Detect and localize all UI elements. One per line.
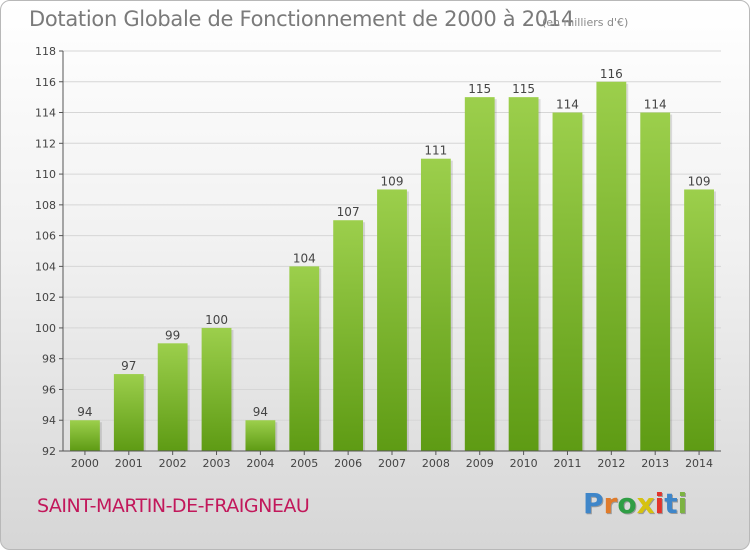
x-tick-label: 2010: [510, 457, 538, 470]
logo-letter: x: [636, 487, 655, 520]
logo-letter: i: [654, 487, 665, 520]
y-tick-label: 114: [35, 107, 56, 120]
x-tick-label: 2000: [71, 457, 99, 470]
y-tick-label: 94: [42, 414, 56, 427]
value-labels: 94 97 99 100 94 104 107 109 111 115 115 114 116 114 10…: [77, 67, 710, 419]
bar-value-label: 97: [121, 359, 136, 373]
bar: [377, 189, 407, 451]
bar: [596, 81, 627, 452]
bar: [70, 420, 100, 451]
chart-subtitle: (en milliers d'€): [542, 16, 629, 29]
y-tick-label: 102: [35, 291, 56, 304]
bar-value-label: 109: [688, 174, 711, 188]
logo-letter: P: [583, 487, 604, 520]
y-tick-label: 112: [35, 137, 56, 150]
bar-value-label: 107: [337, 205, 360, 219]
x-tick-label: 2013: [641, 457, 669, 470]
y-tick-label: 98: [42, 353, 56, 366]
x-tick-label: 2002: [159, 457, 187, 470]
y-tick-label: 118: [35, 45, 56, 58]
logo-letter: o: [617, 487, 637, 520]
bar: [157, 343, 188, 451]
bar: [684, 189, 714, 451]
bar: [508, 97, 539, 452]
x-tick-label: 2006: [334, 457, 362, 470]
x-tick-label: 2012: [597, 457, 625, 470]
bar: [333, 220, 364, 451]
x-tick-label: 2014: [685, 457, 713, 470]
bar-value-label: 114: [644, 98, 667, 112]
y-tick-label: 116: [35, 76, 56, 89]
bar: [640, 112, 671, 452]
x-tick-label: 2004: [246, 457, 274, 470]
x-tick-label: 2009: [466, 457, 494, 470]
y-tick-label: 96: [42, 383, 56, 396]
y-tick-label: 110: [35, 168, 56, 181]
bar: [289, 266, 320, 451]
logo-letter: t: [664, 487, 678, 520]
proxiti-logo[interactable]: Proxiti: [583, 487, 687, 520]
bar: [113, 374, 144, 451]
x-tick-label: 2011: [553, 457, 581, 470]
bar-value-label: 109: [381, 174, 404, 188]
bar-value-label: 94: [253, 405, 268, 419]
logo-letter: r: [603, 487, 618, 520]
logo-letter: i: [677, 487, 688, 520]
y-tick-label: 92: [42, 445, 56, 458]
bar-value-label: 114: [556, 98, 579, 112]
x-tick-label: 2007: [378, 457, 406, 470]
bar: [552, 112, 583, 452]
chart-title: Dotation Globale de Fonctionnement de 20…: [29, 7, 574, 31]
bar: [245, 420, 276, 451]
y-tick-label: 108: [35, 199, 56, 212]
x-tick-label: 2005: [290, 457, 318, 470]
bar-value-label: 104: [293, 251, 316, 265]
y-tick-label: 100: [35, 322, 56, 335]
bar-value-label: 115: [512, 82, 535, 96]
bar-value-label: 99: [165, 328, 180, 342]
bar: [420, 158, 451, 451]
y-tick-label: 104: [35, 260, 56, 273]
bar-value-label: 100: [205, 313, 228, 327]
x-tick-label: 2008: [422, 457, 450, 470]
bar-value-label: 111: [424, 144, 447, 158]
bar-value-label: 116: [600, 67, 623, 81]
y-tick-label: 106: [35, 230, 56, 243]
bar-value-label: 94: [77, 405, 92, 419]
bar-value-label: 115: [468, 82, 491, 96]
bar: [464, 97, 495, 452]
commune-name: SAINT-MARTIN-DE-FRAIGNEAU: [37, 495, 310, 517]
bar: [201, 327, 232, 451]
x-tick-label: 2003: [203, 457, 231, 470]
x-tick-label: 2001: [115, 457, 143, 470]
axes: 92 94 96 98 100 102 104 106 108 110 112 114 116 118 20…: [35, 45, 721, 470]
bars: [70, 81, 716, 452]
